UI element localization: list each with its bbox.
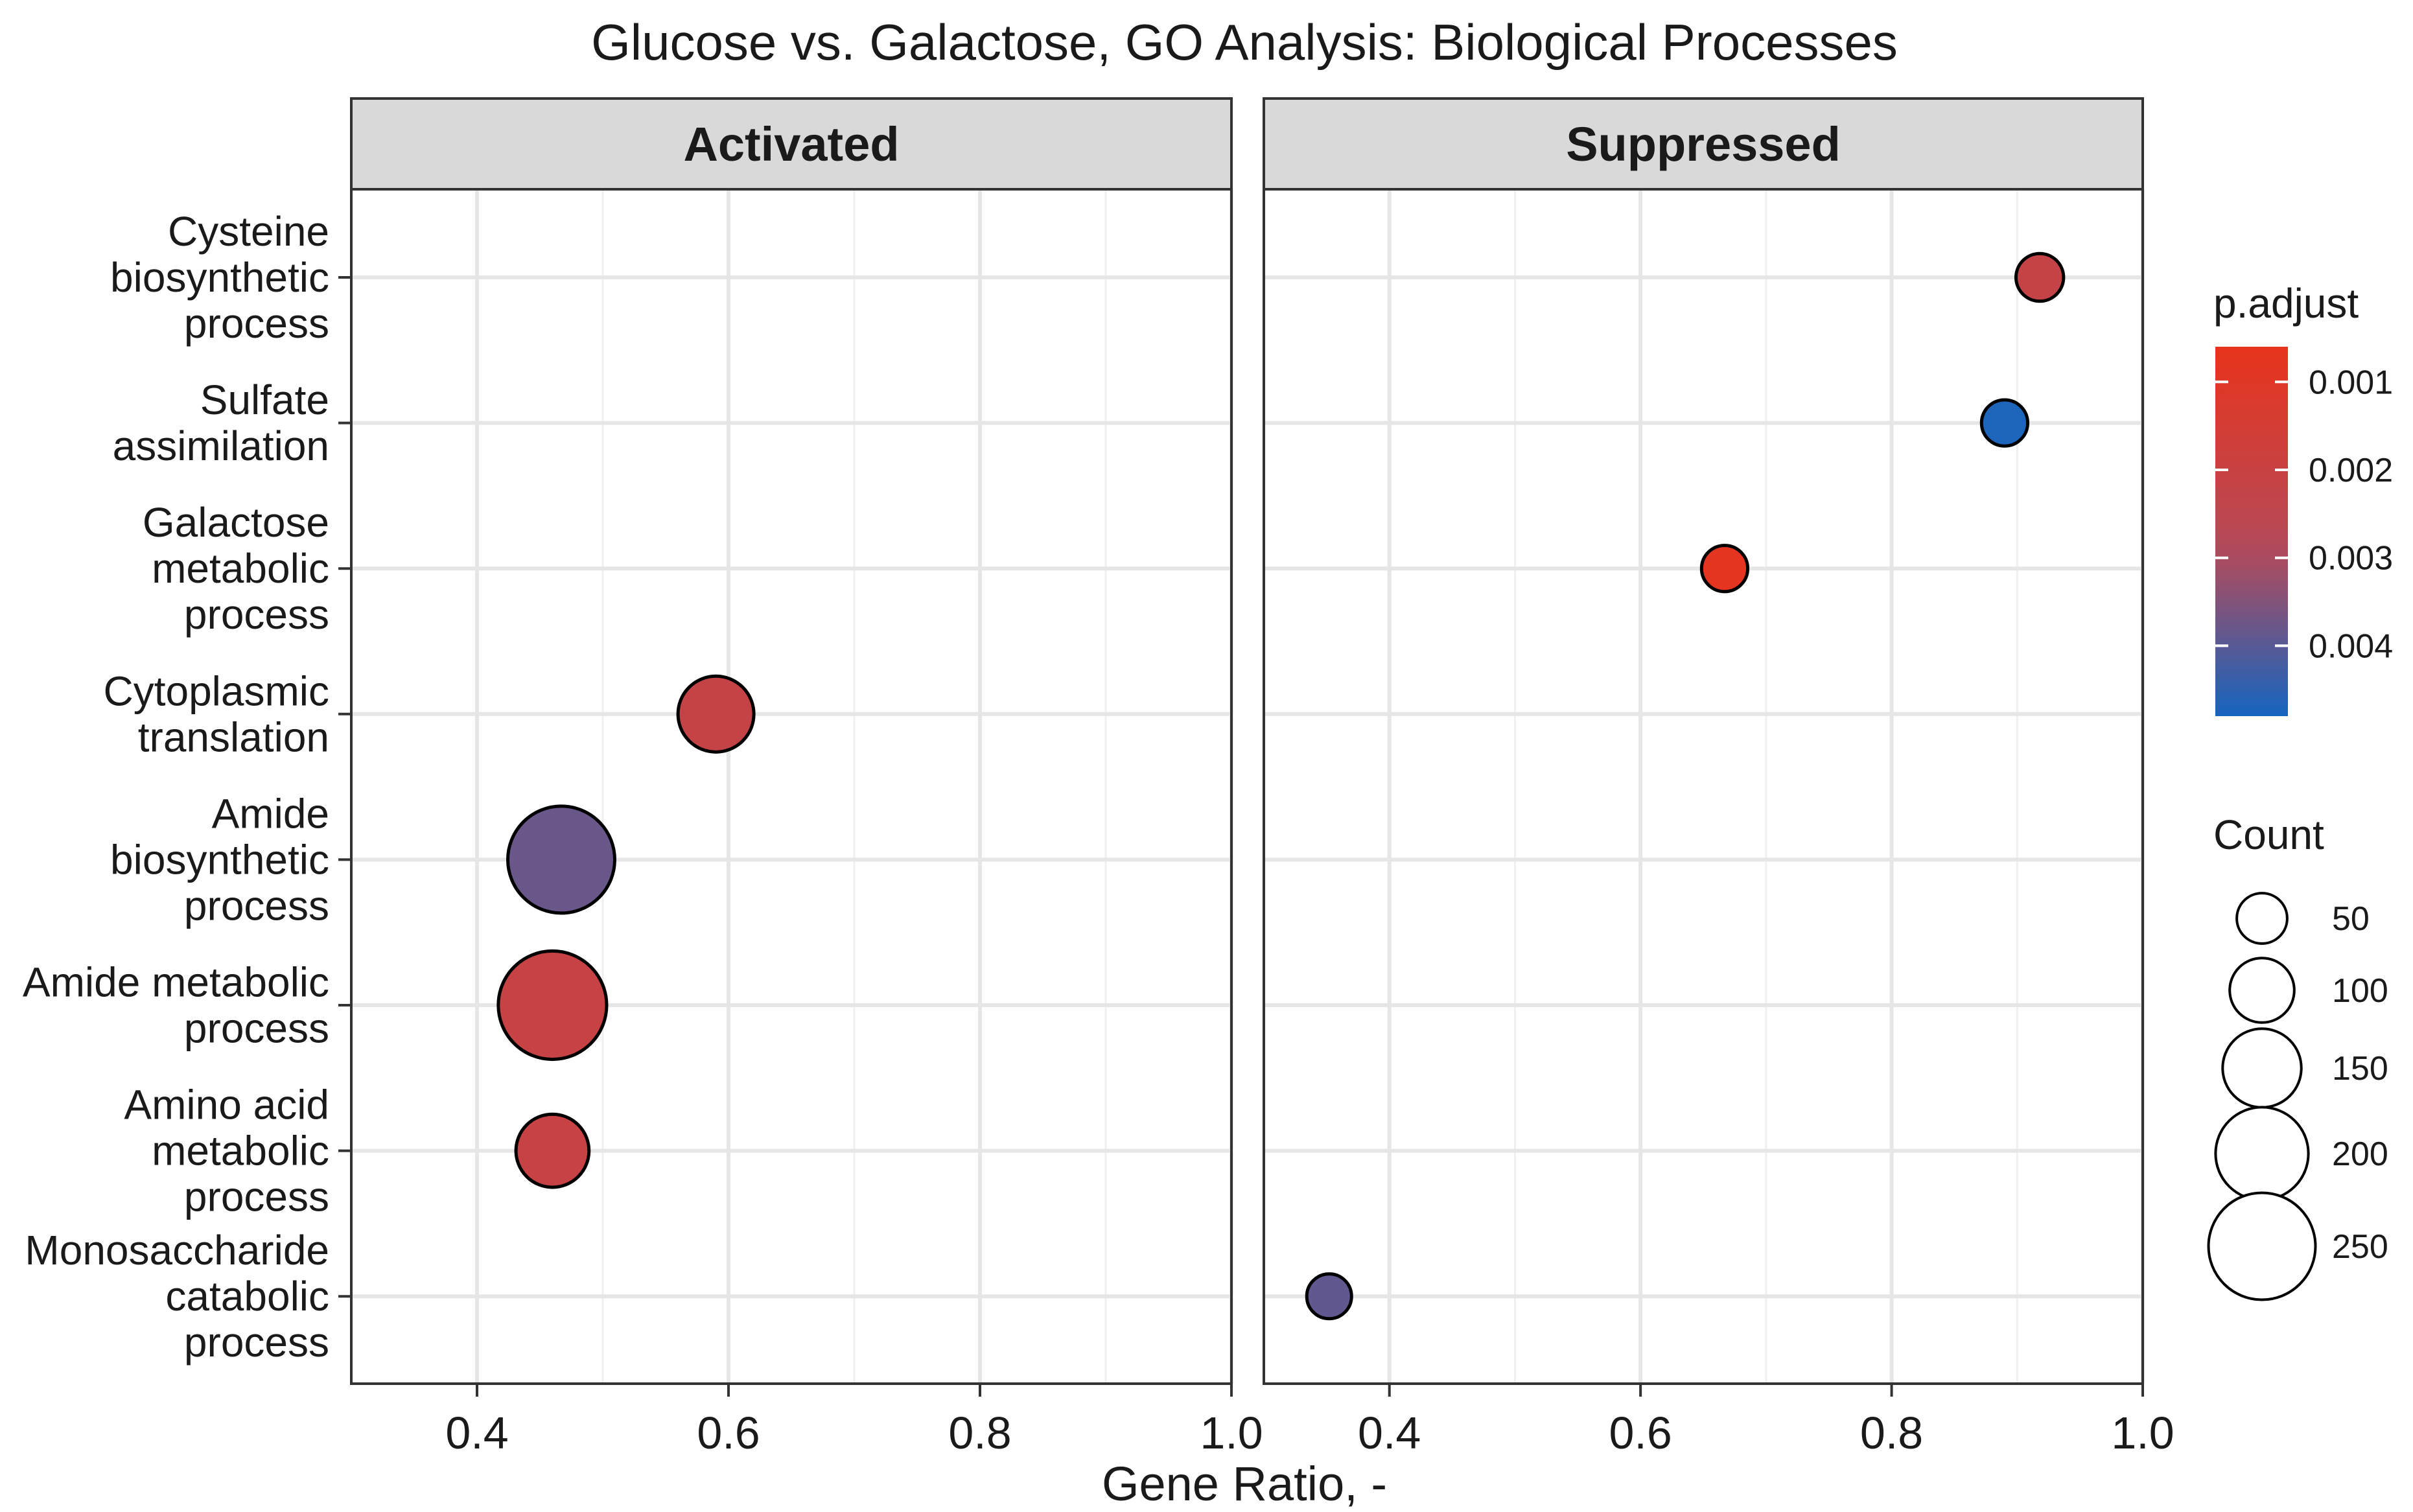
colorbar-tick-label: 0.004 <box>2309 627 2393 665</box>
count-legend: Count 50 100 150 200 250 <box>2207 811 2388 1301</box>
x-tick-label: 0.6 <box>1609 1408 1672 1458</box>
panel-border <box>1263 188 2144 1385</box>
x-tick-label: 0.4 <box>1358 1408 1421 1458</box>
y-label-amide-metabolic-process: Amide metabolic process <box>23 959 329 1052</box>
x-tick-label: 1.0 <box>1200 1408 1263 1458</box>
panel-border <box>350 188 1233 1385</box>
colorbar-tick-label: 0.003 <box>2309 540 2393 577</box>
point-suppressed-galactose-metabolic-process <box>1699 544 1750 594</box>
point-suppressed-cysteine-biosynthetic-process <box>2014 251 2066 303</box>
count-key-circle <box>2214 1106 2310 1202</box>
y-axis-labels: Cysteine biosynthetic process Sulfate assimi… <box>23 208 351 1366</box>
strip-background <box>1263 97 2144 191</box>
chart-title: Glucose vs. Galactose, GO Analysis: Biol… <box>591 14 1898 71</box>
panel-suppressed: Suppressed 0.4 0.6 0.8 1.0 <box>1263 97 2174 1458</box>
point-activated-amino-acid-metabolic-process <box>514 1112 591 1189</box>
count-key-circle <box>2235 892 2289 945</box>
facet-panels: Activated 0.4 0.6 0.8 1.0 Suppressed 0.4 0.6 0.8… <box>350 97 2174 1458</box>
point-activated-cytoplasmic-translation <box>676 674 756 754</box>
x-tick-label: 0.8 <box>948 1408 1011 1458</box>
x-tick-label: 0.4 <box>445 1408 508 1458</box>
point-suppressed-sulfate-assimilation <box>1979 398 2030 448</box>
count-key-label: 200 <box>2332 1135 2388 1173</box>
x-tick-label: 0.6 <box>697 1408 760 1458</box>
count-key-label: 250 <box>2332 1228 2388 1266</box>
colorbar-tick-label: 0.002 <box>2309 452 2393 489</box>
point-suppressed-monosaccharide-catabolic-process <box>1305 1272 1353 1321</box>
p-adjust-legend-title: p.adjust <box>2213 280 2359 327</box>
x-tick-label: 0.8 <box>1860 1408 1923 1458</box>
count-key-label: 150 <box>2332 1050 2388 1087</box>
count-key-circle <box>2207 1191 2317 1301</box>
strip-label: Activated <box>683 117 899 171</box>
count-key-label: 100 <box>2332 972 2388 1010</box>
y-label-sulfate-assimilation: Sulfate assimilation <box>113 377 329 469</box>
y-label-amide-biosynthetic-process: Amide biosynthetic process <box>110 790 329 929</box>
x-axis-title: Gene Ratio, - <box>1102 1457 1387 1511</box>
count-key-circle <box>2228 957 2296 1024</box>
colorbar-tick-label: 0.001 <box>2309 364 2393 401</box>
x-tick-label: 1.0 <box>2111 1408 2174 1458</box>
count-key-circle <box>2221 1027 2303 1109</box>
strip-label: Suppressed <box>1566 117 1841 171</box>
p-adjust-colorbar <box>2215 347 2288 716</box>
y-label-galactose-metabolic-process: Galactose metabolic process <box>143 499 329 638</box>
point-activated-amide-biosynthetic-process <box>506 804 616 915</box>
y-label-monosaccharide-catabolic-process: Monosaccharide catabolic process <box>25 1227 329 1366</box>
y-label-amino-acid-metabolic-process: Amino acid metabolic process <box>124 1082 329 1220</box>
y-label-cysteine-biosynthetic-process: Cysteine biosynthetic process <box>110 208 329 347</box>
y-label-cytoplasmic-translation: Cytoplasmic translation <box>103 668 329 760</box>
p-adjust-legend: p.adjust 0.001 0.002 0.003 0.004 <box>2213 280 2393 716</box>
panel-activated: Activated 0.4 0.6 0.8 1.0 <box>350 97 1263 1458</box>
count-key-label: 50 <box>2332 900 2370 938</box>
count-legend-title: Count <box>2213 811 2324 858</box>
point-activated-amide-metabolic-process <box>496 949 609 1062</box>
